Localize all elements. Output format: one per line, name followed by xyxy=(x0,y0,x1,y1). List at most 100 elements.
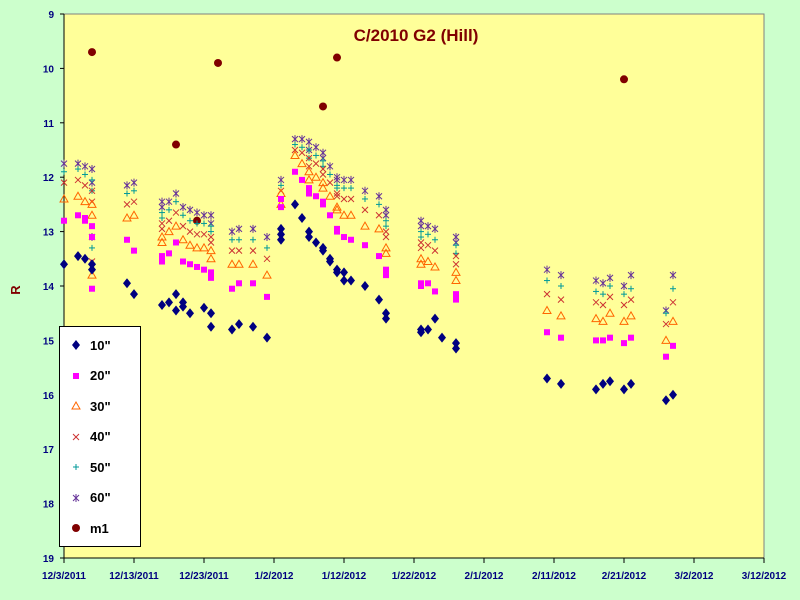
data-point xyxy=(193,208,201,217)
data-point xyxy=(299,176,305,183)
data-point xyxy=(383,217,389,224)
data-point xyxy=(278,195,284,202)
data-point xyxy=(627,271,635,280)
data-point xyxy=(383,272,389,279)
data-point xyxy=(306,147,312,153)
data-point xyxy=(382,228,390,235)
legend-marker xyxy=(72,340,80,350)
data-point xyxy=(179,222,187,230)
data-point xyxy=(89,244,95,251)
data-point xyxy=(607,283,613,289)
data-point xyxy=(187,261,193,268)
data-point xyxy=(542,305,552,314)
data-point xyxy=(669,271,677,280)
data-point xyxy=(88,48,96,57)
y-tick-label: 13 xyxy=(43,228,55,239)
data-point xyxy=(229,236,235,243)
data-point xyxy=(453,242,459,249)
data-point xyxy=(249,321,257,332)
data-point xyxy=(340,267,348,278)
legend-marker-icon xyxy=(68,520,84,536)
data-point xyxy=(431,224,439,233)
series-30 xyxy=(59,150,678,344)
data-point xyxy=(662,320,670,328)
data-point xyxy=(327,212,333,219)
data-point xyxy=(627,296,635,303)
data-point xyxy=(159,253,165,260)
y-tick-label: 19 xyxy=(43,554,55,565)
data-point xyxy=(124,190,130,197)
data-point xyxy=(320,201,326,208)
data-point xyxy=(592,298,600,306)
data-point xyxy=(600,337,606,344)
data-point xyxy=(250,236,256,243)
series-50 xyxy=(61,141,676,317)
data-point xyxy=(187,217,193,224)
data-point xyxy=(235,247,243,254)
data-point xyxy=(165,197,173,206)
data-point xyxy=(620,282,628,290)
data-point xyxy=(199,242,209,252)
data-point xyxy=(80,196,90,206)
data-point xyxy=(208,228,214,235)
x-tick-label: 12/23/2011 xyxy=(179,571,229,582)
data-point xyxy=(129,210,139,219)
data-point xyxy=(207,211,215,220)
y-tick-label: 9 xyxy=(48,10,54,21)
y-tick-label: 10 xyxy=(43,64,55,75)
data-point xyxy=(173,239,179,246)
y-tick-label: 11 xyxy=(43,119,54,130)
data-point xyxy=(319,245,327,256)
legend-label: m1 xyxy=(90,520,109,536)
data-point xyxy=(157,237,167,246)
data-point xyxy=(201,266,207,273)
data-point xyxy=(333,267,341,278)
data-point xyxy=(290,150,300,159)
data-point xyxy=(194,220,200,227)
data-point xyxy=(130,289,138,300)
data-point xyxy=(382,308,390,319)
data-point xyxy=(292,141,298,148)
data-point xyxy=(292,168,298,175)
data-point xyxy=(451,267,461,276)
data-point xyxy=(88,264,96,275)
y-tick-label: 17 xyxy=(43,445,55,456)
data-point xyxy=(619,316,629,325)
series-40 xyxy=(60,146,677,328)
data-point xyxy=(668,316,678,325)
data-point xyxy=(262,270,272,279)
legend-marker-icon xyxy=(68,398,84,414)
data-point xyxy=(347,175,355,184)
data-point xyxy=(192,242,202,252)
data-point xyxy=(340,275,348,286)
data-point xyxy=(606,293,614,301)
data-point xyxy=(81,162,89,171)
data-point xyxy=(306,185,312,192)
legend-label: 20" xyxy=(90,368,111,383)
data-point xyxy=(326,162,334,171)
legend-item: m1 xyxy=(60,516,142,540)
legend-marker-icon xyxy=(68,429,84,445)
data-point xyxy=(543,265,551,274)
data-point xyxy=(432,236,438,243)
data-point xyxy=(339,210,349,219)
data-point xyxy=(75,166,81,173)
data-point xyxy=(333,192,341,200)
data-point xyxy=(88,259,96,270)
data-point xyxy=(263,233,271,242)
data-point xyxy=(333,190,341,197)
data-point xyxy=(670,342,676,349)
data-point xyxy=(208,223,214,230)
x-tick-label: 1/12/2012 xyxy=(322,571,367,582)
data-point xyxy=(628,285,634,292)
data-point xyxy=(206,253,216,263)
data-point xyxy=(89,223,95,230)
data-point xyxy=(418,234,424,241)
data-point xyxy=(670,285,676,292)
y-tick-label: 15 xyxy=(43,336,55,347)
data-point xyxy=(382,313,390,324)
data-point xyxy=(312,143,320,152)
data-point xyxy=(417,239,425,246)
data-point xyxy=(278,204,284,211)
